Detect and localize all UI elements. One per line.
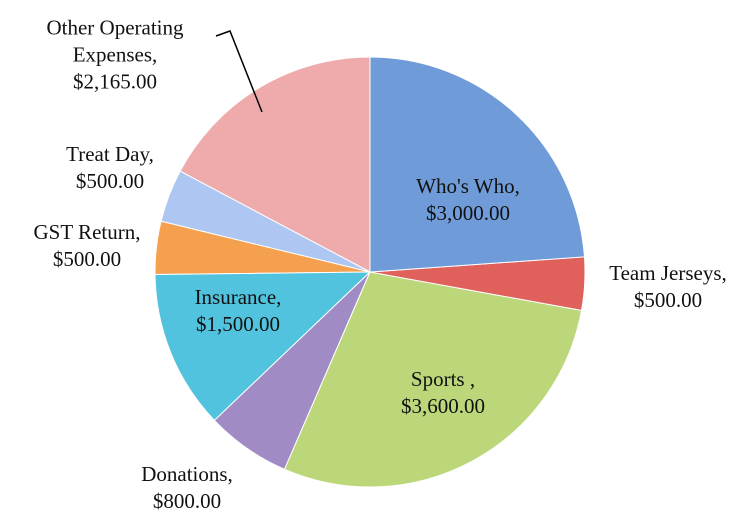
data-label: Donations, $800.00 — [112, 461, 262, 515]
value-label: $500.00 — [52, 247, 122, 271]
category-label: Sports , — [410, 367, 476, 391]
category-label: GST Return, — [33, 220, 141, 244]
data-label: Treat Day, $500.00 — [35, 141, 185, 195]
value-label: $500.00 — [633, 288, 703, 312]
data-label: Other Operating Expenses, $2,165.00 — [15, 15, 215, 96]
data-label: GST Return, $500.00 — [12, 219, 162, 273]
category-label: Other Operating Expenses, — [46, 15, 184, 67]
category-label: Who's Who, — [416, 174, 520, 198]
category-label: Team Jerseys, — [609, 261, 727, 285]
pie-slice — [283, 271, 583, 488]
category-label: Treat Day, — [66, 142, 154, 166]
data-label: Insurance, $1,500.00 — [163, 284, 313, 338]
leader-line — [215, 30, 263, 113]
data-label: Sports , $3,600.00 — [368, 366, 518, 420]
pie-slice — [179, 56, 371, 273]
value-label: $500.00 — [75, 169, 145, 193]
value-label: $2,165.00 — [73, 69, 157, 94]
pie-slice — [154, 271, 372, 422]
value-label: $1,500.00 — [196, 312, 280, 336]
pie-slice — [369, 56, 585, 273]
value-label: $3,600.00 — [401, 394, 485, 418]
data-label: Who's Who, $3,000.00 — [393, 173, 543, 227]
category-label: Donations, — [141, 462, 233, 486]
value-label: $3,000.00 — [426, 201, 510, 225]
category-label: Insurance, — [194, 285, 282, 309]
value-label: $800.00 — [152, 489, 222, 513]
data-label: Team Jerseys, $500.00 — [588, 260, 748, 314]
